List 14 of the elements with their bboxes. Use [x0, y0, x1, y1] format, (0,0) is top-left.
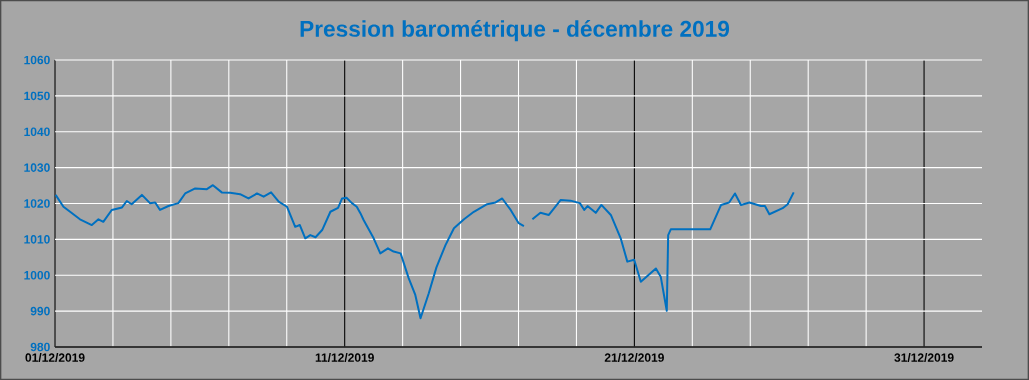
y-tick-label: 980 [30, 342, 50, 352]
x-tick-label: 21/12/2019 [604, 353, 664, 362]
x-tick-label: 31/12/2019 [894, 353, 954, 362]
y-tick-label: 1060 [24, 55, 50, 65]
y-tick-label: 1050 [24, 91, 50, 101]
y-tick-label: 1020 [24, 199, 50, 208]
y-tick-label: 1010 [24, 235, 50, 244]
x-tick-label: 11/12/2019 [315, 353, 374, 362]
chart-title: Pression barométrique - décembre 2019 [300, 20, 730, 42]
x-tick-label: 01/12/2019 [25, 353, 85, 362]
y-tick-label: 990 [30, 306, 50, 316]
y-tick-label: 1040 [24, 127, 50, 137]
y-tick-label: 1030 [24, 163, 50, 172]
y-tick-label: 1000 [24, 271, 50, 280]
